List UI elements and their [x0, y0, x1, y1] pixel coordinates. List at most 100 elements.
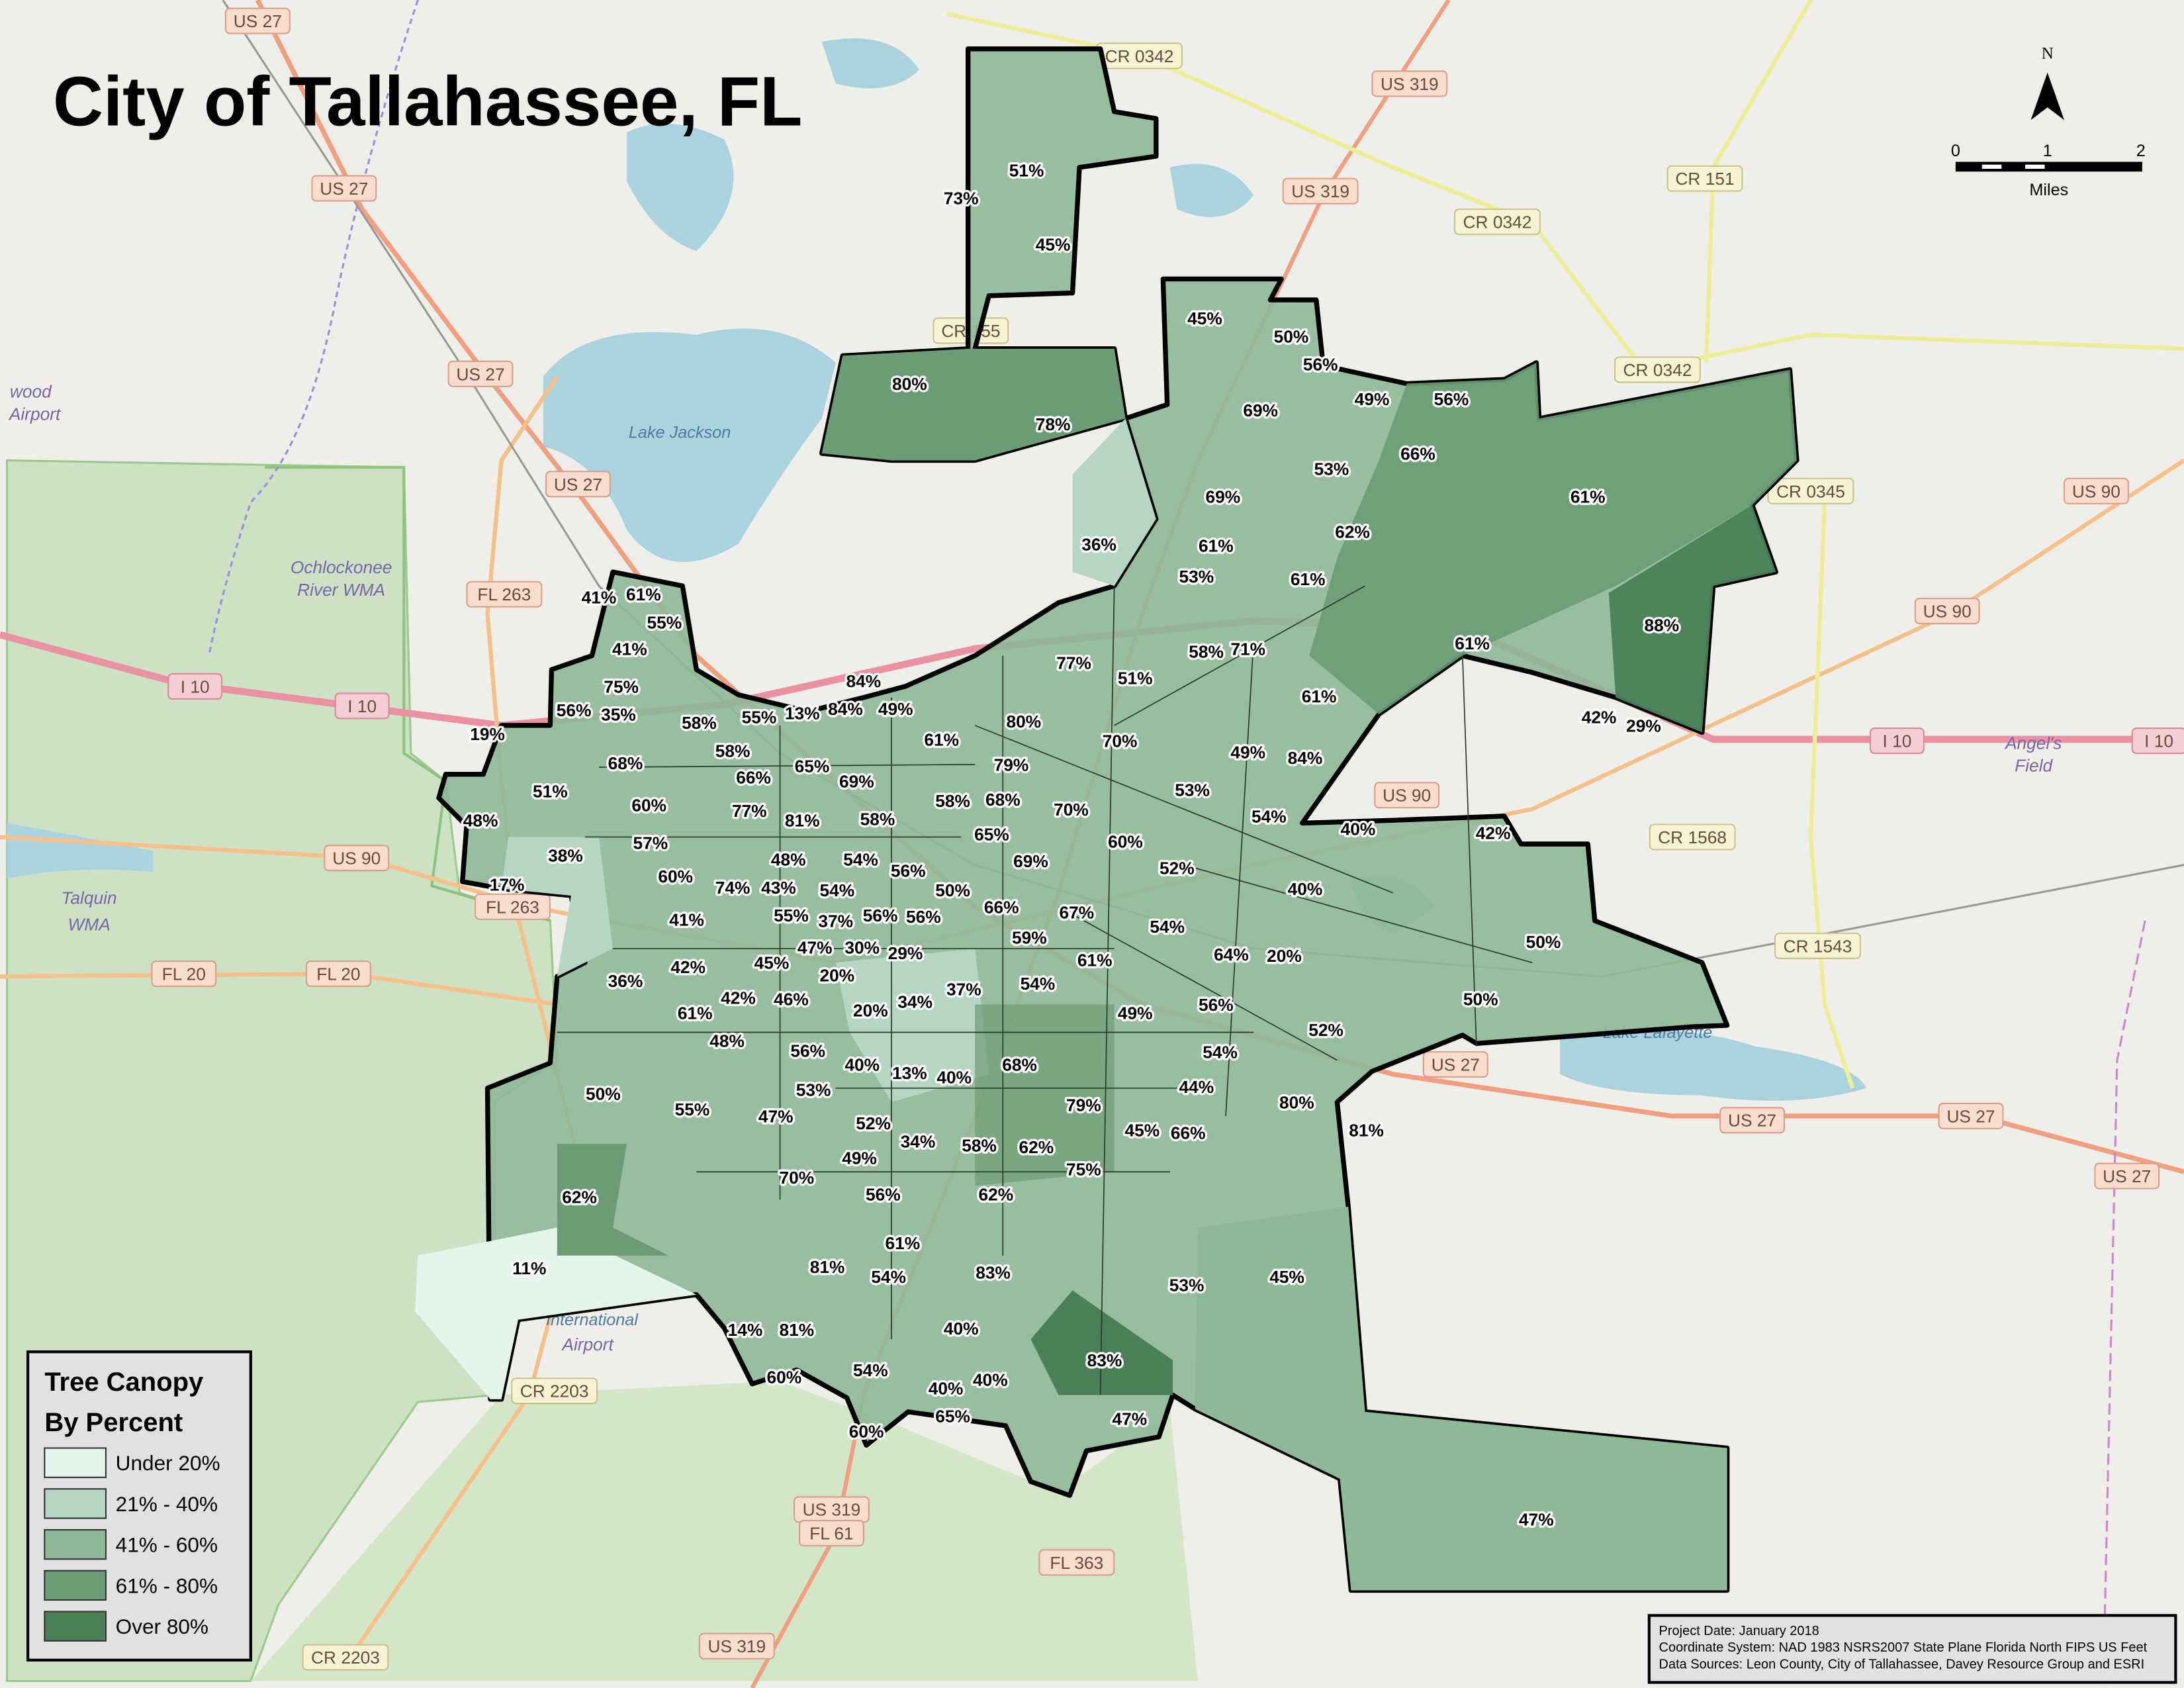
canopy-percent-label: 60% — [658, 867, 693, 886]
canopy-percent-label: 50% — [1463, 989, 1498, 1009]
road-shield: CR 0342 — [1453, 209, 1541, 236]
canopy-percent-label: 78% — [1036, 414, 1071, 434]
canopy-percent-label: 55% — [647, 612, 682, 632]
legend-items: Under 20% 21% - 40% 41% - 60% 61% - 80% Over… — [44, 1447, 220, 1642]
canopy-percent-label: 88% — [1644, 616, 1679, 635]
road-shield-label: US 90 — [1383, 786, 1431, 806]
canopy-percent-label: 52% — [1160, 858, 1195, 878]
canopy-percent-label: 61% — [924, 729, 959, 749]
canopy-percent-label: 79% — [1066, 1096, 1101, 1115]
canopy-percent-label: 61% — [1302, 686, 1337, 706]
canopy-percent-label: 45% — [1269, 1267, 1304, 1287]
wma-boundary-ochlockonee — [264, 465, 551, 922]
canopy-percent-label: 70% — [1054, 800, 1089, 820]
place-label: Angel's — [2004, 733, 2062, 753]
canopy-percent-label: 48% — [463, 811, 498, 831]
canopy-percent-label: 54% — [820, 880, 855, 900]
road-shield-badge — [1038, 1549, 1115, 1576]
place-labels: Lake Jackson Ochlockonee River WMA Talquin W… — [8, 382, 2062, 1354]
canopy-percent-label: 60% — [1108, 831, 1143, 851]
road-shield: US 319 — [1282, 177, 1359, 205]
road-shield-label: US 27 — [457, 364, 505, 384]
canopy-percent-label: 51% — [1009, 161, 1044, 181]
canopy-percent-label: 56% — [906, 907, 941, 927]
canopy-percent-label: 49% — [1355, 389, 1390, 409]
canopy-percent-label: 46% — [774, 989, 809, 1009]
zone-88 — [1608, 504, 1776, 733]
canopy-percent-label: 56% — [863, 906, 898, 925]
road-shield: US 27 — [311, 175, 377, 202]
canopy-percent-label: 42% — [721, 988, 756, 1008]
road-shield-label: CR 0342 — [1623, 360, 1692, 380]
canopy-percent-label: 34% — [901, 1131, 936, 1151]
project-date: Project Date: January 2018 — [1659, 1624, 1819, 1638]
road-shield-label: CR 1568 — [1658, 827, 1727, 847]
canopy-percent-label: 58% — [715, 741, 751, 761]
scale-bar-segment — [2025, 164, 2045, 169]
legend-swatch — [44, 1488, 107, 1519]
road-shield-badge — [167, 673, 223, 700]
road-shield-badge — [2063, 477, 2129, 504]
road-shield: US 90 — [2063, 477, 2129, 504]
legend: Tree Canopy By Percent Under 20% 21% - 40… — [26, 1350, 252, 1662]
road-shield: CR 1568 — [1649, 823, 1736, 851]
road-shield-label: I 10 — [181, 677, 210, 696]
canopy-zones: 73% 51% 45% 80% 78% 45% 50% 56% 69% 49% 56% 66% 53% 6… — [415, 46, 1799, 1593]
canopy-percent-label: 17% — [490, 875, 525, 895]
road-shield-label: CR 1543 — [1784, 936, 1852, 956]
canopy-percent-label: 70% — [780, 1168, 815, 1188]
canopy-percent-label: 69% — [839, 772, 874, 792]
zone-southwest-62 — [557, 1144, 669, 1256]
road-shield-badge — [302, 1644, 389, 1671]
zone-east-south — [1195, 1206, 1727, 1591]
road-shield: FL 263 — [466, 581, 543, 608]
canopy-percent-label: 65% — [974, 825, 1009, 845]
road-shield-label: CR 2203 — [311, 1648, 380, 1667]
road-shield-label: FL 20 — [316, 964, 360, 984]
canopy-percent-label: 67% — [1060, 903, 1095, 923]
road-shield-badge — [798, 1520, 864, 1547]
road-shield-badge — [334, 692, 390, 720]
canopy-percent-label: 58% — [682, 713, 717, 733]
canopy-percent-label: 19% — [470, 724, 505, 744]
road-shield: CR 0345 — [1767, 477, 1854, 504]
lake-jackson — [543, 328, 836, 562]
road-shield-label: US 90 — [1923, 602, 1972, 622]
road-shield-label: FL 363 — [1050, 1553, 1103, 1573]
canopy-percent-label: 40% — [929, 1378, 964, 1398]
canopy-percent-label: 50% — [586, 1084, 621, 1104]
canopy-percent-label: 52% — [1308, 1020, 1343, 1040]
canopy-percent-label: 51% — [1118, 669, 1153, 688]
legend-label: 21% - 40% — [116, 1492, 218, 1516]
canopy-percent-label: 48% — [771, 850, 806, 870]
place-label: wood — [10, 382, 52, 402]
road-shield-label: US 319 — [707, 1636, 766, 1656]
canopy-percent-label: 60% — [849, 1422, 884, 1442]
canopy-percent-label: 53% — [1179, 567, 1214, 586]
road-shield: CR 2203 — [302, 1644, 389, 1671]
canopy-percent-label: 40% — [1288, 879, 1323, 899]
road-shield-label: US 27 — [1946, 1106, 1995, 1126]
legend-title-line2: By Percent — [44, 1408, 183, 1437]
canopy-percent-label: 69% — [1206, 487, 1241, 507]
road-shield-badge — [1282, 177, 1359, 205]
road-shield: US 27 — [447, 360, 514, 387]
canopy-percent-label: 49% — [1230, 742, 1265, 762]
canopy-percent-label: 62% — [978, 1184, 1013, 1204]
coordinate-system: Coordinate System: NAD 1983 NSRS2007 Sta… — [1659, 1640, 2148, 1655]
canopy-percent-label: 73% — [944, 189, 979, 209]
legend-label: Under 20% — [116, 1451, 220, 1475]
canopy-percent-label: 69% — [1243, 400, 1278, 420]
road-shield-label: FL 20 — [162, 964, 206, 984]
canopy-percent-label: 41% — [582, 587, 617, 607]
canopy-percent-label: 66% — [736, 767, 771, 787]
road-shield-label: US 90 — [332, 849, 381, 868]
road-shield: US 90 — [1374, 782, 1440, 809]
road-shield-badge — [1453, 209, 1541, 236]
road-shield-label: US 319 — [803, 1500, 861, 1520]
canopy-percent-label: 38% — [548, 845, 583, 865]
scale-bar: 0 1 2 Miles — [1951, 142, 2146, 199]
road-shield-badge — [305, 960, 371, 988]
north-label: N — [2042, 44, 2054, 62]
